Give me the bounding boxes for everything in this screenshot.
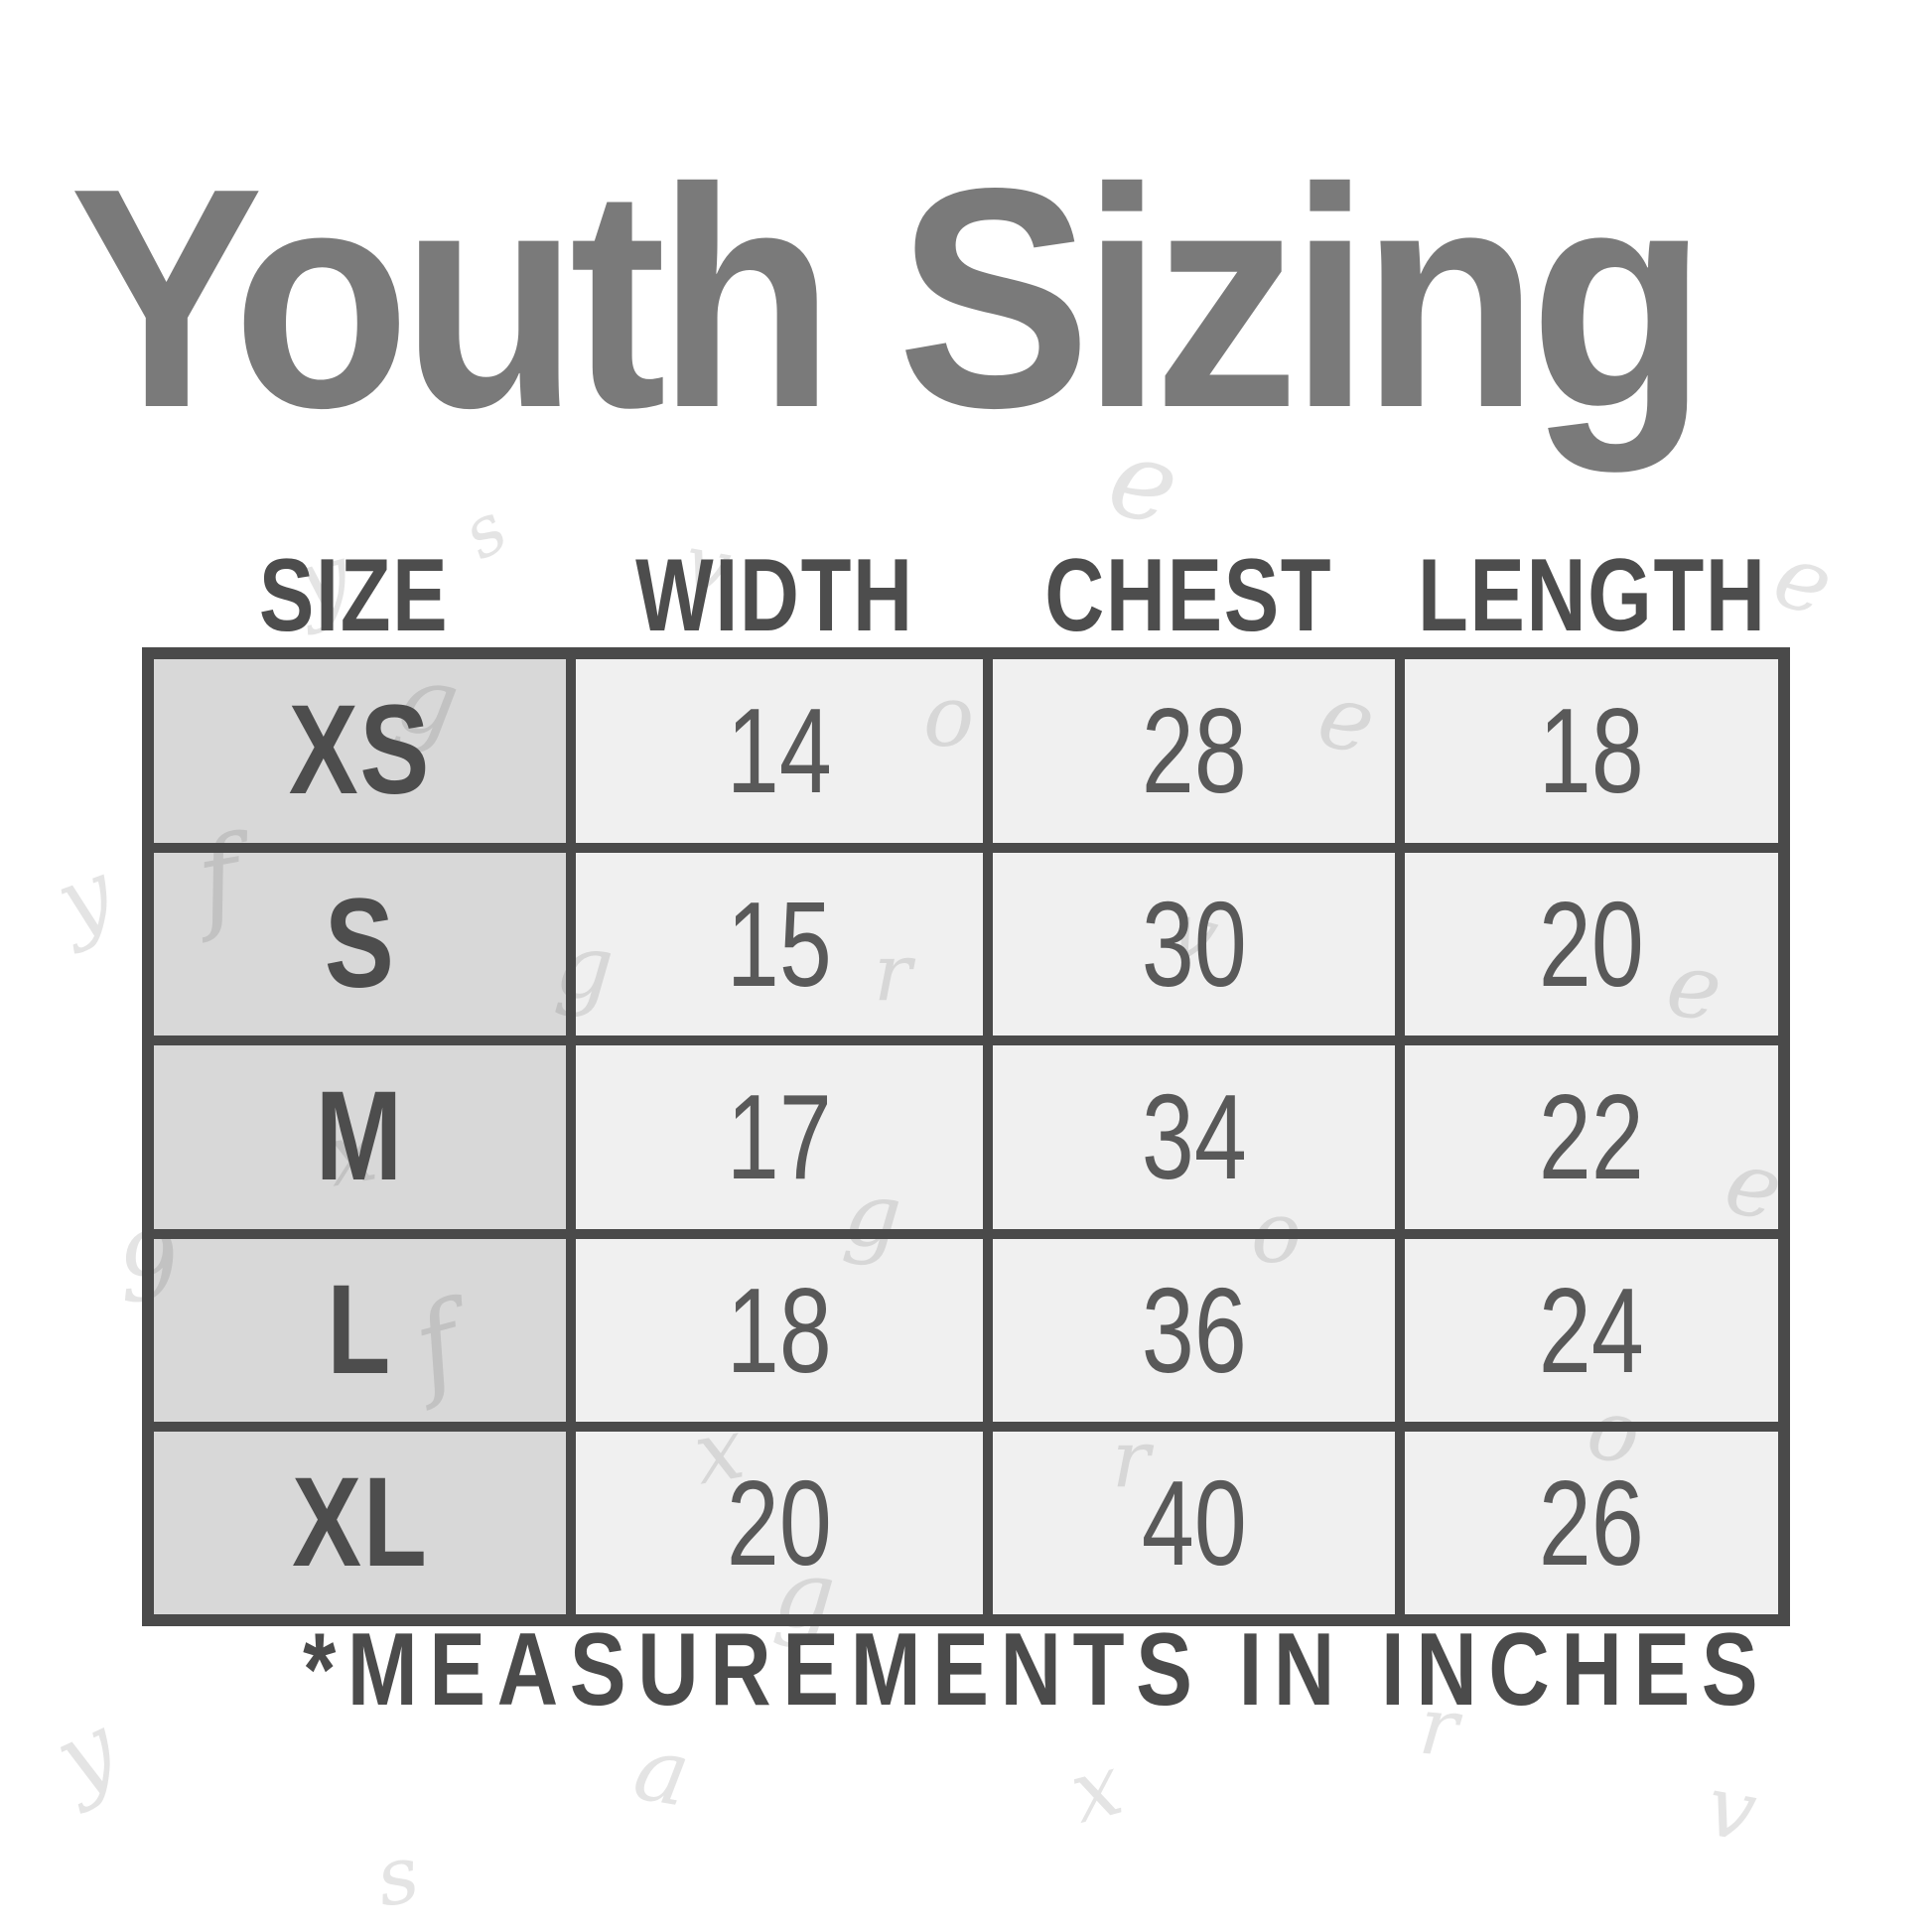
- length-value-cell: 24: [1405, 1238, 1778, 1432]
- chest-value-cell: 36: [993, 1238, 1405, 1432]
- length-value-cell: 18: [1405, 659, 1778, 853]
- size-label-cell: XL: [154, 1432, 576, 1615]
- width-value-cell: 20: [576, 1432, 993, 1615]
- watermark-letter: v: [1699, 1756, 1764, 1863]
- page-title: Youth Sizing: [69, 123, 1708, 473]
- length-value-cell: 22: [1405, 1045, 1778, 1239]
- size-label-cell: XS: [154, 659, 576, 853]
- width-value-cell: 15: [576, 852, 993, 1045]
- column-header-width: WIDTH: [634, 538, 914, 653]
- size-label-cell: L: [154, 1238, 576, 1432]
- watermark-letter: y: [43, 840, 127, 956]
- length-value-cell: 20: [1405, 852, 1778, 1045]
- watermark-letter: r: [874, 926, 912, 1019]
- watermark-letter: s: [369, 1827, 426, 1925]
- watermark-letter: a: [626, 1716, 698, 1828]
- watermark-letter: y: [39, 1693, 134, 1816]
- column-header-size: SIZE: [258, 538, 450, 653]
- width-value-cell: 17: [576, 1045, 993, 1239]
- width-value-cell: 18: [576, 1238, 993, 1432]
- sizing-table: XS 14 28 18 S 15 30 20 M 17 34 22 L 18 3…: [142, 647, 1790, 1626]
- chest-value-cell: 34: [993, 1045, 1405, 1239]
- chest-value-cell: 30: [993, 852, 1405, 1045]
- measurements-footnote: *MEASUREMENTS IN INCHES: [303, 1612, 1770, 1727]
- size-label-cell: S: [154, 852, 576, 1045]
- watermark-letter: r: [1112, 1413, 1151, 1505]
- chest-value-cell: 28: [993, 659, 1405, 853]
- watermark-letter: o: [923, 668, 975, 766]
- watermark-letter: x: [1060, 1735, 1132, 1844]
- size-label-cell: M: [154, 1045, 576, 1239]
- column-header-chest: CHEST: [1044, 538, 1333, 653]
- width-value-cell: 14: [576, 659, 993, 853]
- chest-value-cell: 40: [993, 1432, 1405, 1615]
- length-value-cell: 26: [1405, 1432, 1778, 1615]
- column-header-length: LENGTH: [1418, 538, 1767, 653]
- table-column-headers: SIZE WIDTH CHEST LENGTH: [142, 544, 1790, 647]
